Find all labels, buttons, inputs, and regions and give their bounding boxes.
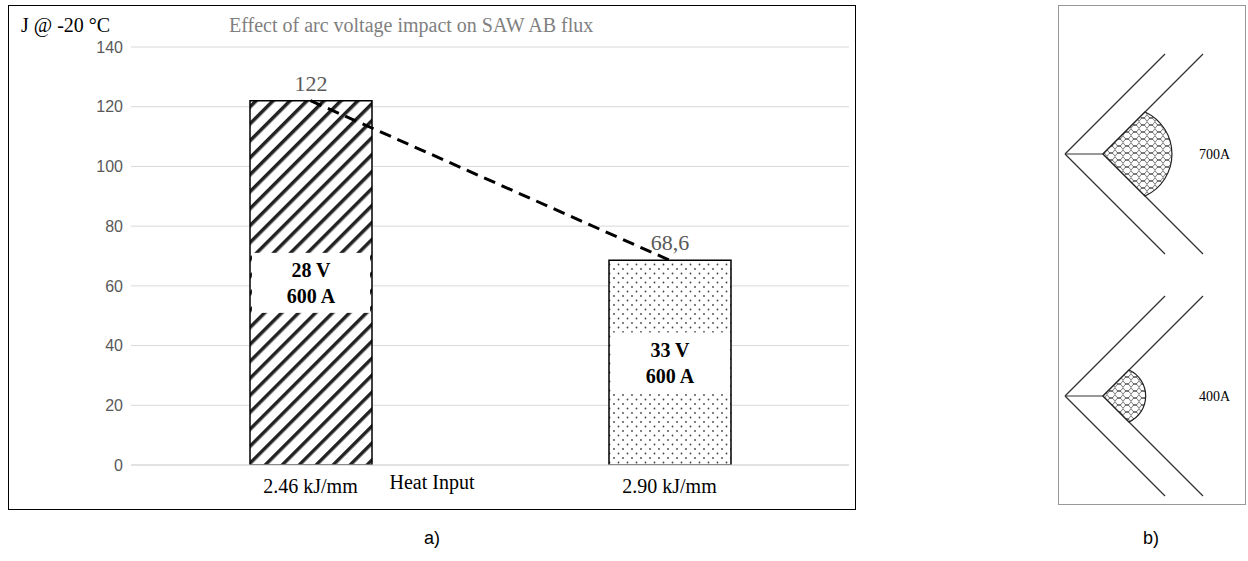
svg-text:40: 40: [105, 337, 123, 354]
svg-text:2.90 kJ/mm: 2.90 kJ/mm: [622, 475, 717, 497]
svg-text:20: 20: [105, 397, 123, 414]
svg-text:28 V: 28 V: [291, 259, 331, 281]
html-text:b): b): [1143, 528, 1159, 548]
html-text:Heat Input: Heat Input: [389, 471, 475, 493]
svg-text:120: 120: [96, 98, 123, 115]
svg-text:122: 122: [295, 71, 328, 96]
svg-text:100: 100: [96, 158, 123, 175]
svg-text:33 V: 33 V: [650, 339, 690, 361]
svg-text:400A: 400A: [1199, 389, 1231, 404]
svg-text:600 A: 600 A: [287, 285, 336, 307]
svg-text:700A: 700A: [1199, 147, 1231, 162]
svg-text:68,6: 68,6: [651, 230, 690, 255]
svg-text:140: 140: [96, 39, 123, 56]
svg-text:600 A: 600 A: [646, 365, 695, 387]
html-text:Effect of arc voltage impact o: Effect of arc voltage impact on SAW AB f…: [229, 14, 594, 36]
html-text:a): a): [424, 528, 440, 548]
svg-text:80: 80: [105, 218, 123, 235]
svg-text:0: 0: [114, 457, 123, 474]
html-text:J @ -20 °C: J @ -20 °C: [21, 14, 111, 36]
svg-text:60: 60: [105, 278, 123, 295]
svg-text:2.46 kJ/mm: 2.46 kJ/mm: [263, 475, 358, 497]
